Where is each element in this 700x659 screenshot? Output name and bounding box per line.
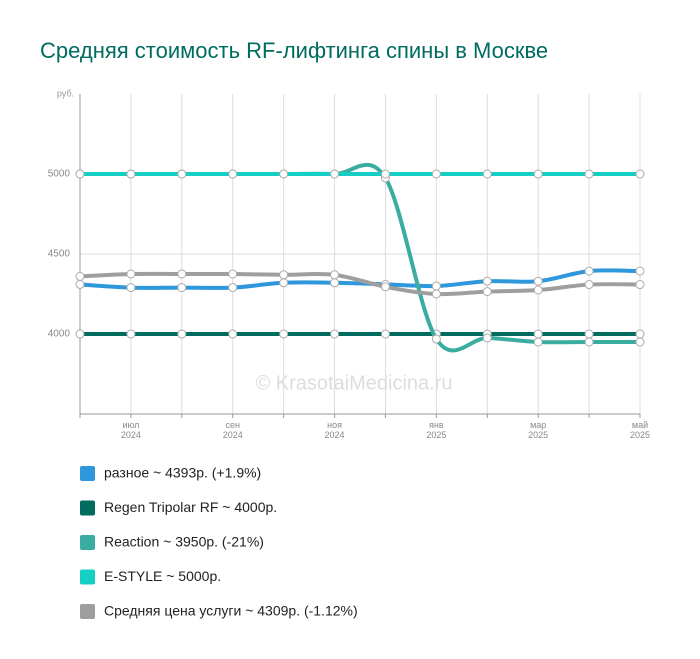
- point: [177, 269, 187, 279]
- point: [126, 269, 136, 279]
- point: [126, 283, 136, 293]
- point: [482, 169, 492, 179]
- point: [177, 329, 187, 339]
- point: [635, 337, 645, 347]
- point: [635, 266, 645, 276]
- point: [584, 169, 594, 179]
- point: [482, 287, 492, 297]
- point: [635, 329, 645, 339]
- point: [330, 329, 340, 339]
- x-tick-label: июл 2024: [121, 420, 141, 440]
- point: [228, 169, 238, 179]
- point: [533, 169, 543, 179]
- point: [380, 329, 390, 339]
- point: [279, 278, 289, 288]
- x-tick-label-line: 2024: [121, 430, 141, 440]
- legend-swatch: [80, 569, 95, 585]
- x-tick-label-line: 2024: [325, 430, 345, 440]
- point: [177, 169, 187, 179]
- x-tick-label-line: 2025: [426, 430, 446, 440]
- point: [584, 329, 594, 339]
- point: [177, 283, 187, 293]
- legend-swatch: [80, 535, 95, 550]
- point: [126, 329, 136, 339]
- y-tick-label: 4500: [48, 249, 71, 260]
- point: [431, 169, 441, 179]
- point: [431, 289, 441, 299]
- point: [533, 329, 543, 339]
- point: [482, 333, 492, 343]
- point: [635, 280, 645, 290]
- point: [584, 266, 594, 276]
- y-tick-label: 4000: [48, 329, 71, 340]
- x-tick-label-line: сен: [225, 420, 240, 430]
- point: [228, 283, 238, 293]
- x-tick-label-line: 2025: [630, 430, 650, 440]
- point: [330, 270, 340, 280]
- x-tick-label: янв 2025: [426, 420, 446, 440]
- legend-label: разное ~ 4393р. (+1.9%): [104, 465, 261, 481]
- point: [279, 169, 289, 179]
- legend-label: E-STYLE ~ 5000р.: [104, 568, 221, 584]
- point: [279, 329, 289, 339]
- x-tick-label-line: июл: [122, 420, 139, 430]
- watermark: © KrasotaiMedicina.ru: [255, 372, 452, 394]
- point: [533, 285, 543, 295]
- y-axis-label: руб.: [57, 88, 74, 98]
- legend-label: Средняя цена услуги ~ 4309р. (-1.12%): [104, 603, 358, 619]
- point: [330, 278, 340, 288]
- x-tick-label-line: май: [632, 420, 648, 430]
- chart-title: Средняя стоимость RF-лифтинга спины в Мо…: [40, 38, 548, 63]
- x-tick-label-line: 2024: [223, 430, 243, 440]
- x-tick-label-line: мар: [530, 420, 546, 430]
- x-tick-label-line: 2025: [528, 430, 548, 440]
- point: [75, 279, 85, 289]
- point: [228, 269, 238, 279]
- series-line: [78, 162, 642, 353]
- point: [126, 169, 136, 179]
- point: [482, 276, 492, 286]
- x-tick-label: ноя 2024: [325, 420, 345, 440]
- point: [584, 280, 594, 290]
- point: [279, 270, 289, 280]
- point: [75, 271, 85, 281]
- point: [380, 282, 390, 292]
- point: [431, 281, 441, 291]
- x-tick-label: сен 2024: [223, 420, 243, 440]
- legend-label: Regen Tripolar RF ~ 4000р.: [104, 499, 277, 515]
- point: [533, 276, 543, 286]
- x-tick-label: мар 2025: [528, 420, 548, 440]
- legend-swatch: [80, 500, 95, 516]
- legend-swatch: [80, 466, 95, 481]
- point: [75, 329, 85, 339]
- point: [584, 337, 594, 347]
- x-tick-label-line: ноя: [327, 420, 342, 430]
- point: [75, 169, 85, 179]
- point: [228, 329, 238, 339]
- legend-swatch: [80, 604, 95, 619]
- x-tick-label-line: янв: [429, 420, 444, 430]
- point: [330, 169, 340, 179]
- point: [533, 337, 543, 347]
- y-tick-label: 5000: [48, 169, 71, 180]
- x-tick-label: май 2025: [630, 420, 650, 440]
- point: [380, 169, 390, 179]
- point: [431, 334, 441, 344]
- point: [635, 169, 645, 179]
- legend-label: Reaction ~ 3950р. (-21%): [104, 534, 264, 550]
